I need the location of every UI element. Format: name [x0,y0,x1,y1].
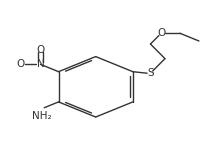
Text: O: O [16,59,25,69]
Text: S: S [147,68,154,78]
Text: NH₂: NH₂ [32,111,52,121]
Text: O: O [157,28,165,38]
Text: O: O [36,45,45,55]
Text: N: N [37,59,44,69]
